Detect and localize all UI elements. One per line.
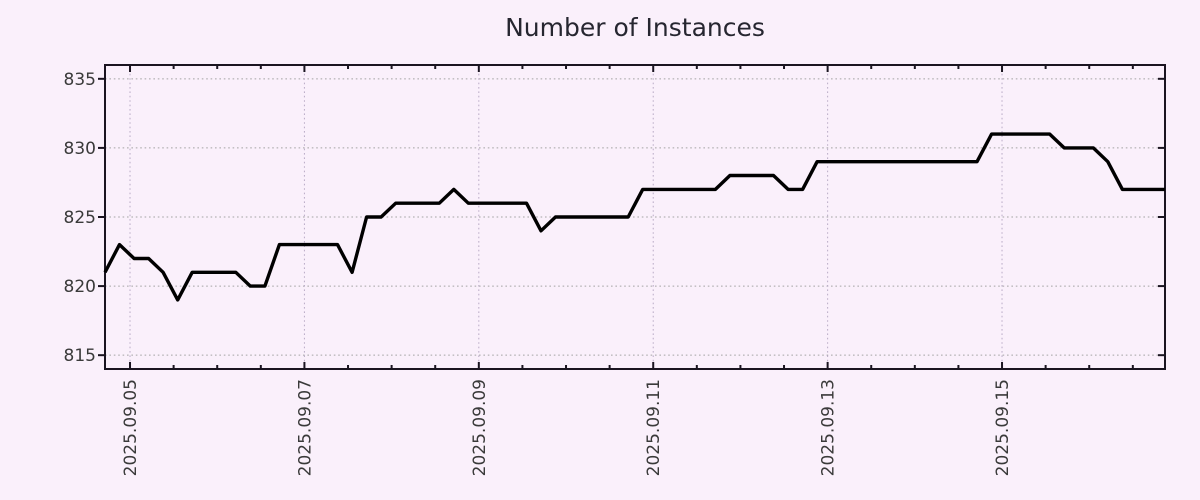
y-tick-label: 820 [64,277,96,297]
axis-ticks [98,65,1165,369]
x-tick-label: 2025.09.13 [819,379,839,476]
y-tick-label: 825 [64,208,96,228]
x-axis-labels: 2025.09.05 2025.09.07 2025.09.09 2025.09.11… [121,379,1013,476]
chart-title: Number of Instances [505,13,765,42]
y-tick-label: 830 [64,139,96,159]
y-axis-labels: 815 820 825 830 835 [64,70,96,366]
x-tick-label: 2025.09.05 [121,379,141,476]
gridlines [105,65,1165,369]
plot-frame [104,64,1166,370]
y-tick-label: 835 [64,70,96,90]
x-tick-label: 2025.09.15 [993,379,1013,476]
x-tick-label: 2025.09.09 [470,379,490,476]
x-tick-label: 2025.09.11 [644,379,664,476]
y-tick-label: 815 [64,346,96,366]
x-tick-label: 2025.09.07 [295,379,315,476]
data-line [103,132,1165,302]
